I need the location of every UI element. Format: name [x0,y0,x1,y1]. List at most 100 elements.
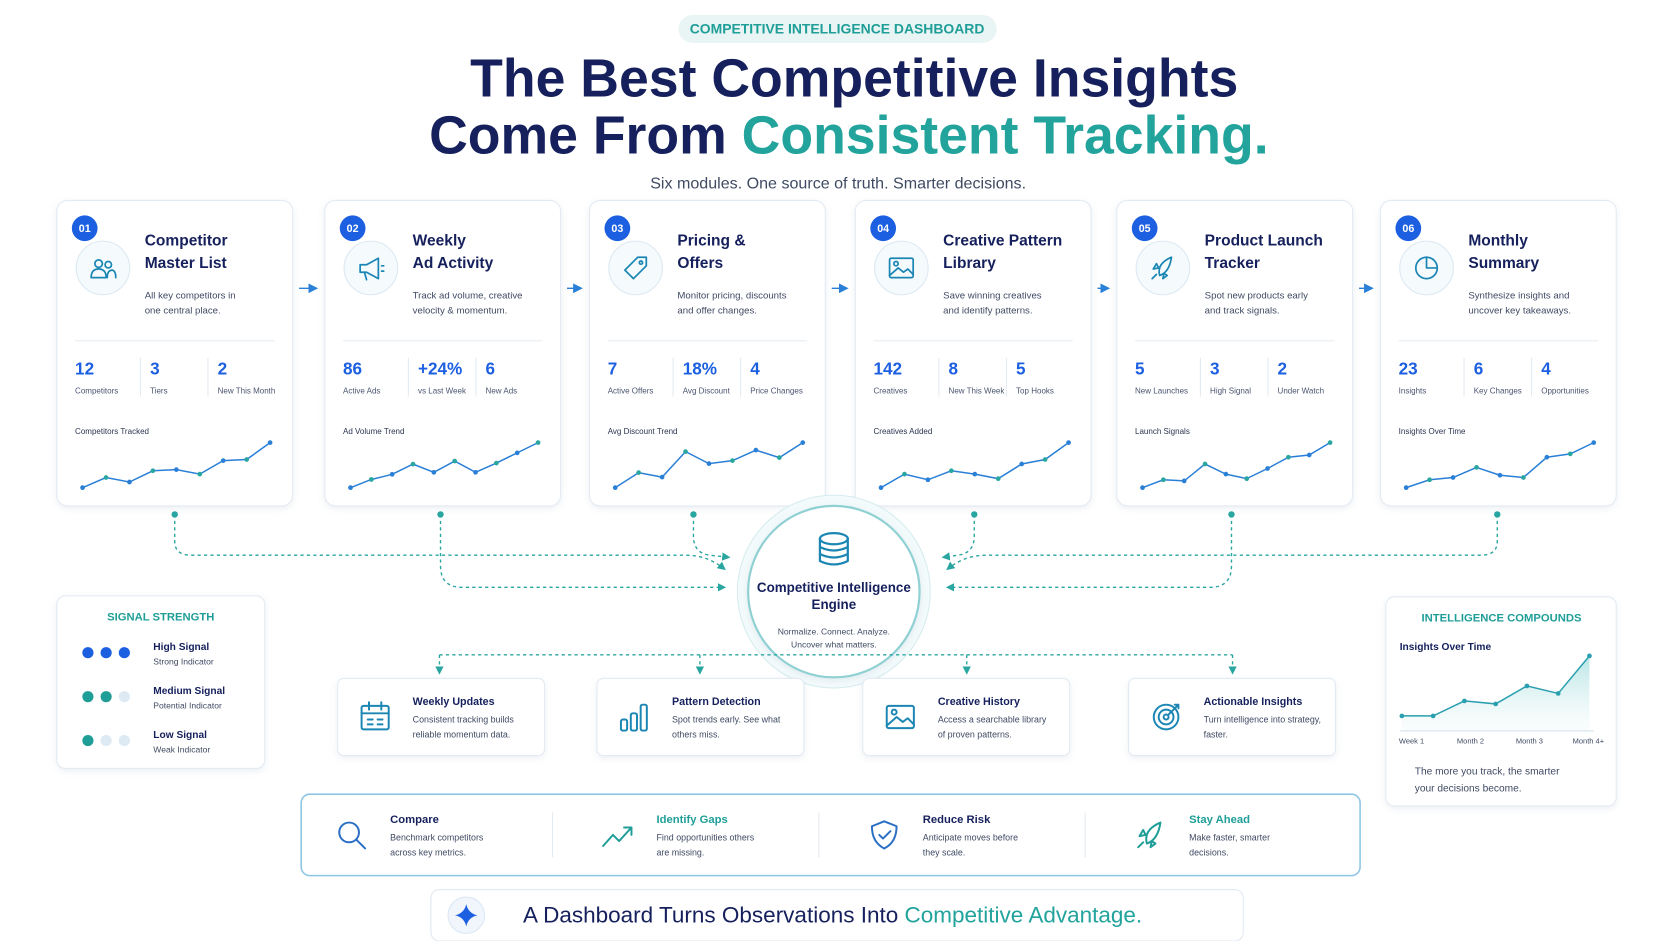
stat-value: 23 [1399,358,1418,378]
stat-value: 8 [949,358,959,378]
output-card [862,677,1071,757]
module-description: and track signals. [1205,305,1280,316]
benefit-title: Identify Gaps [656,814,727,826]
stat-value: 7 [608,358,618,378]
signal-note: Weak Indicator [153,744,210,754]
connector [945,514,1233,592]
benefit-title: Reduce Risk [923,814,991,826]
compounds-point [1493,701,1499,707]
stat-label: Key Changes [1474,386,1522,395]
module-number: 06 [1402,223,1414,235]
icon-part [1137,841,1145,849]
icon [1137,821,1162,849]
stat-label: Under Watch [1278,386,1324,395]
icon-part [1152,262,1160,270]
module-description: Synthesize insights and [1468,290,1569,301]
module-number-badge [339,215,366,242]
sparkline-point [730,458,735,463]
icon-part [1167,703,1180,716]
icon [888,257,915,279]
stat-value: 5 [1135,358,1145,378]
sparkline-point [514,450,520,456]
icon-part [1158,256,1173,277]
engine-core [747,504,921,679]
sparkline-point [1544,454,1550,460]
stat-label: Creatives [874,386,908,395]
signal-title: SIGNAL STRENGTH [107,611,214,623]
sparkline-point [244,457,250,462]
sparkline-point [535,440,541,445]
output-description: of proven patterns. [938,730,1012,740]
icon [360,701,390,731]
signal-dot [82,647,94,659]
connector [941,514,975,561]
icon-part [106,269,117,279]
trend-label: Creatives Added [874,427,933,436]
sparkline-point [103,475,109,480]
icon-part [1162,713,1170,721]
engine-title: Engine [812,597,857,612]
icon [338,821,367,850]
module-title: Competitor [145,232,228,249]
sparkline-point [1521,475,1526,480]
headline: The Best Competitive Insights [470,49,1238,109]
module-description: uncover key takeaways. [1468,305,1571,316]
connector-dot [1228,511,1235,518]
sparkline-point [636,470,642,476]
benefits-bar [300,793,1361,877]
icon [359,257,385,281]
icon-part [1151,273,1158,280]
icon-part [1162,272,1169,280]
module-title: Library [943,255,996,272]
sparkline-point [267,440,273,445]
compounds-point [1399,713,1405,719]
signal-name: Medium Signal [153,686,225,697]
icon [1414,256,1439,280]
icon-part [638,260,644,266]
trend-label: Insights Over Time [1399,427,1466,436]
engine-title: Competitive Intelligence [757,580,911,595]
output-description: Spot trends early. See what [672,715,781,725]
stat-label: New Launches [1135,386,1188,395]
icon [870,820,898,850]
compounds-area [1401,655,1590,731]
output-description: reliable momentum data. [413,730,511,740]
sparkline-point [1066,440,1071,445]
connector-dot [171,511,178,518]
sparkline-point [776,455,782,460]
sparkline-point [902,471,907,477]
stat-label: Avg Discount [683,386,731,395]
sparkline-point [452,458,458,464]
stat-label: New Ads [486,386,518,395]
benefit-title: Stay Ahead [1189,814,1250,826]
output-title: Actionable Insights [1204,696,1303,708]
badge-pill [678,15,997,43]
signal-note: Potential Indicator [153,701,222,711]
sparkline-point [1450,475,1456,480]
headline: Come From Consistent Tracking. [429,105,1269,165]
icon [455,904,478,927]
sparkline-point [659,474,665,480]
sparkline-point [1181,478,1187,484]
module-number: 04 [877,223,889,235]
module-title: Weekly [413,232,467,249]
stat-label: vs Last Week [418,386,467,395]
stat-value: 142 [874,358,903,378]
icon-part [359,257,380,280]
sparkline-point [494,460,499,466]
icon-part [818,537,849,566]
icon-part [338,821,360,844]
footer-text: A Dashboard Turns Observations Into Comp… [523,902,1142,927]
sparkline-point [389,471,395,477]
icon-part [104,260,113,269]
sparkline-point [410,461,416,467]
icon-part [1145,821,1162,845]
sparkline-point [368,477,374,482]
sparkline-point [612,485,618,491]
output-title: Weekly Updates [413,696,495,708]
sparkline-point [1140,485,1145,491]
icon-part [893,260,900,267]
icon-part [360,701,390,726]
module-number: 05 [1139,223,1151,235]
